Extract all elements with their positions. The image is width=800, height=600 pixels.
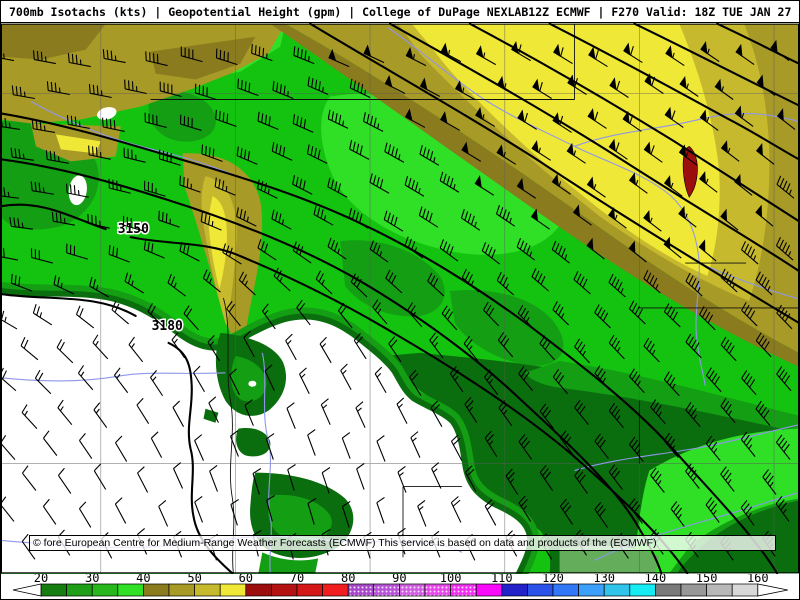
colorbar-tick-label: 120 [542,574,564,585]
contour-label: 3150 [118,222,149,237]
colorbar-segment [245,584,272,596]
colorbar-tick-label: 40 [136,574,150,585]
colorbar-segment [194,584,221,596]
colorbar-segment [66,584,93,596]
colorbar-tick-label: 110 [491,574,513,585]
colorbar-segment [92,584,118,596]
colorbar-tick-label: 60 [239,574,253,585]
colorbar-tick-label: 70 [290,574,304,585]
colorbar-canvas: 20 30 40 50 60 70 80 90 100 110 120 130 140 150 160 [12,571,788,597]
colorbar-segment [629,584,656,596]
colorbar-segment [297,584,323,596]
fill-regions [1,23,799,574]
colorbar-segment [220,584,246,596]
colorbar-segment [117,584,144,596]
title-bar: 700mb Isotachs (kts) | Geopotential Heig… [1,1,799,23]
colorbar-segment [322,584,349,596]
colorbar-tick-label: 30 [85,574,99,585]
lakes [68,107,257,387]
colorbar-segments [40,583,759,597]
colorbar-segment [604,584,630,596]
colorbar-left-arrow [12,583,42,597]
colorbar-tick-label: 90 [392,574,406,585]
colorbar-tick-label: 100 [440,574,462,585]
map-canvas: 3150 3180 [1,23,799,574]
ecmwf-attribution: © fore European Centre for Medium-Range … [29,535,776,551]
map-title-right: 12Z ECMWF | F270 Valid: 18Z TUE JAN 27 2… [528,4,800,19]
colorbar-right-arrow [757,583,788,597]
colorbar-segment [732,584,758,596]
colorbar-segment [527,584,553,596]
colorbar-segment [578,584,605,596]
map-title-left: 700mb Isotachs (kts) | Geopotential Heig… [9,4,529,19]
graticule [1,23,799,574]
colorbar-segment [476,584,502,596]
colorbar-tick-label: 130 [593,574,615,585]
colorbar-segment [553,584,579,596]
colorbar-tick-label: 150 [696,574,718,585]
colorbar-segment [169,584,195,596]
wind-barbs [1,39,796,561]
colorbar-segment [501,584,528,596]
colorbar-segment [706,584,733,596]
isotach-colorbar: 20 30 40 50 60 70 80 90 100 110 120 130 140 150 160 [1,571,799,599]
colorbar-tick-label: 140 [645,574,667,585]
colorbar-segment [143,584,169,596]
colorbar-tick-label: 20 [34,574,48,585]
colorbar-segment [681,584,707,596]
colorbar-segment [271,584,297,596]
colorbar-segment [655,584,681,596]
colorbar-segment [41,584,67,596]
isotach-map: 3150 3180 [1,23,799,574]
colorbar-labels: 20 30 40 50 60 70 80 90 100 110 120 130 140 150 160 [34,571,769,585]
colorbar-tick-label: 160 [747,574,769,585]
contour-label: 3180 [152,319,183,334]
colorbar-tick-label: 50 [187,574,201,585]
colorbar-tick-label: 80 [341,574,355,585]
